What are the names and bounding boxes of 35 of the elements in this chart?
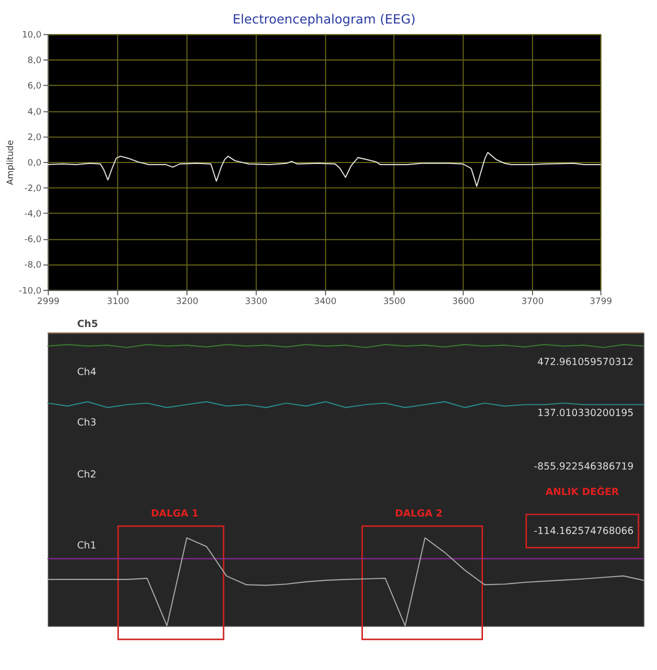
annotation: Ch2: [77, 469, 96, 480]
y-tick-label: -2,0: [24, 184, 42, 194]
y-tick-label: 10,0: [22, 30, 42, 41]
annotation: Ch4: [77, 366, 96, 378]
y-tick-label: 4,0: [28, 107, 42, 118]
y-tick-label: 2,0: [28, 132, 42, 143]
annotation: DALGA 1: [150, 508, 199, 520]
x-tick-label: 3700: [521, 297, 544, 308]
x-tick-label: 3200: [176, 297, 198, 308]
annotation: 472.961059570312: [537, 357, 634, 368]
y-tick-label: -8,0: [24, 260, 42, 271]
annotation: -114.162574768066: [534, 526, 634, 537]
y-tick-label: -10,0: [18, 286, 42, 296]
x-tick-label: 3799: [590, 297, 612, 308]
y-axis-title: Amplitude: [6, 140, 16, 185]
text: Ch5: [77, 319, 98, 330]
y-tick-label: -4,0: [24, 210, 42, 220]
annotation: Ch1: [77, 540, 96, 552]
annotation: DALGA 2: [395, 508, 443, 520]
x-tick-label: 3300: [245, 297, 268, 308]
y-tick-label: -6,0: [24, 235, 42, 246]
line-series: [47, 152, 601, 187]
y-tick-label: 0,0: [28, 158, 42, 168]
annotation: ANLIK DEĞER: [546, 484, 620, 498]
y-tick-label: 8,0: [28, 56, 42, 66]
x-tick-label: 2999: [37, 297, 60, 308]
x-tick-label: 3600: [452, 297, 475, 308]
x-tick-label: 3500: [383, 297, 406, 308]
y-tick-label: 6,0: [28, 82, 42, 92]
annotation: -855.922546386719: [534, 462, 634, 473]
annotation: 137.010330200195: [537, 408, 634, 419]
chart-title: Electroencephalogram (EEG): [232, 11, 416, 26]
x-tick-label: 3400: [314, 297, 336, 308]
x-tick-label: 3100: [106, 297, 130, 308]
annotation: Ch3: [77, 418, 96, 429]
